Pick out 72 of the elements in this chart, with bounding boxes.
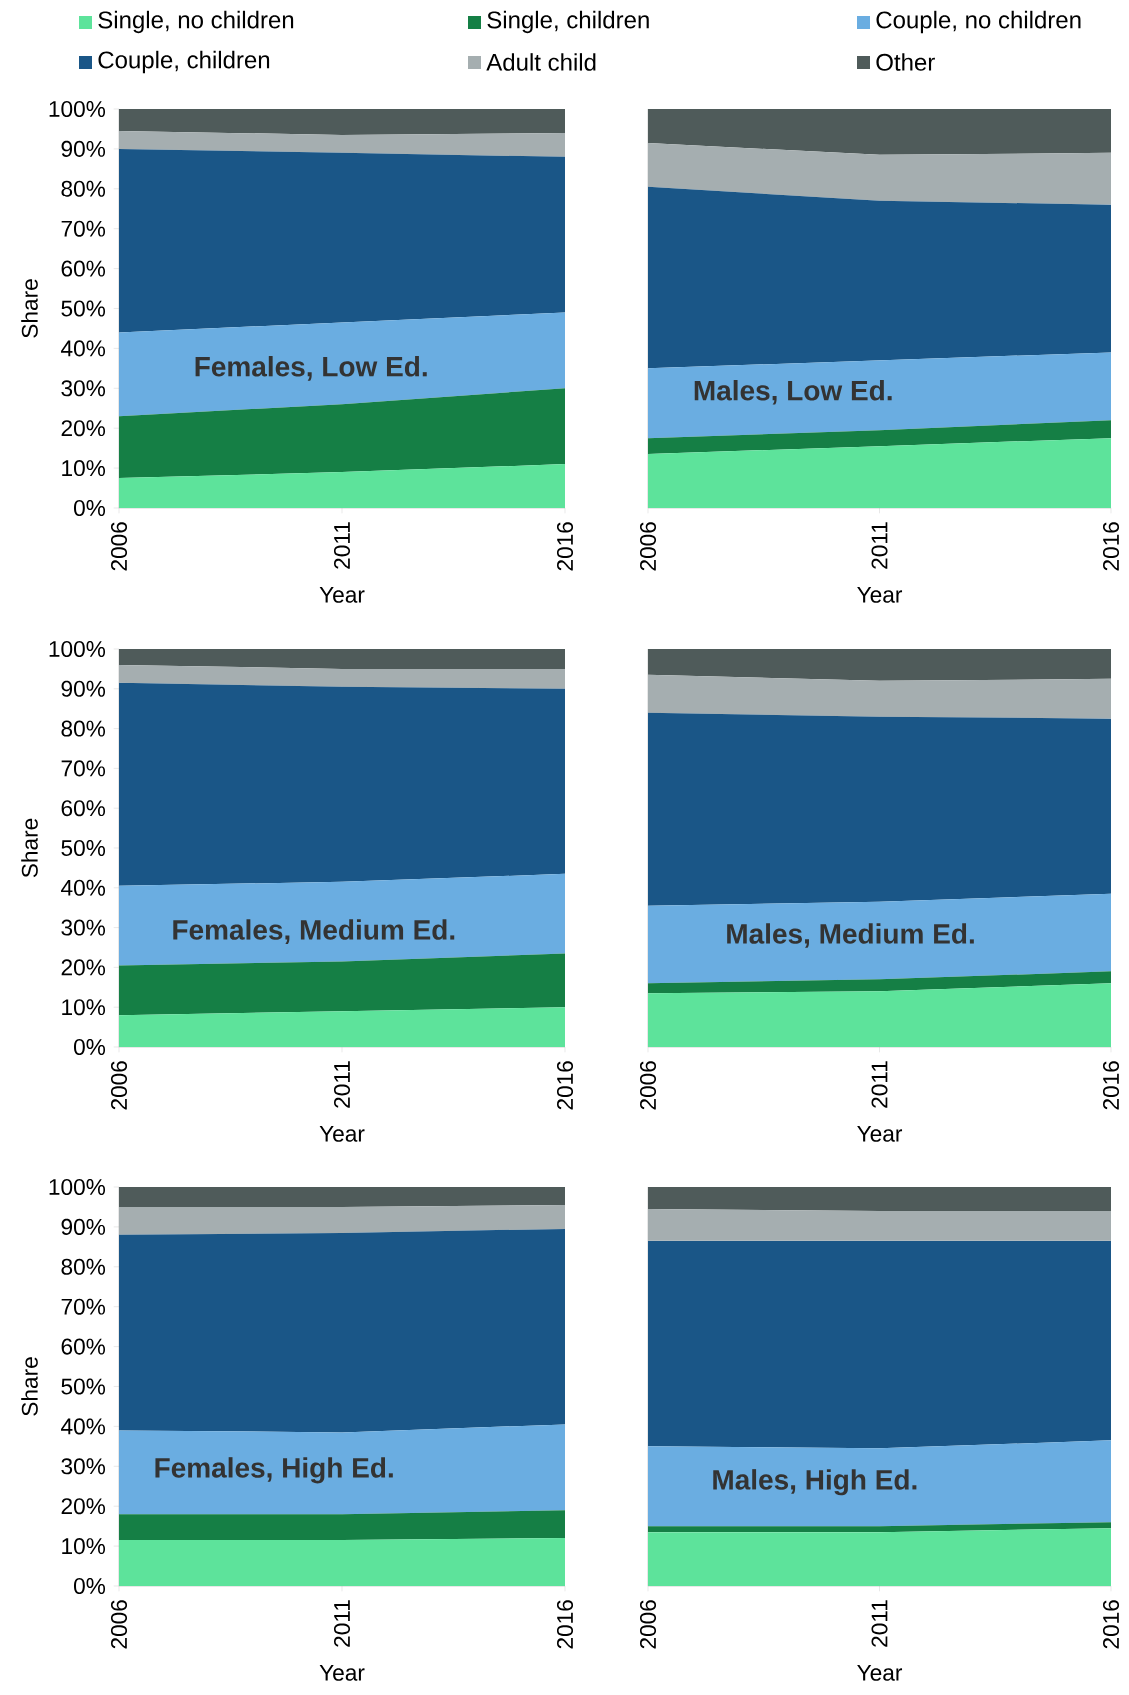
x-tick-label: 2006 [110, 1600, 128, 1649]
x-tick-label: 2011 [871, 1061, 888, 1108]
x-tick-label: 2011 [871, 522, 888, 569]
y-tick-label: 50% [61, 300, 106, 317]
x-tick-label: 2006 [639, 1600, 657, 1649]
x-axis-title: Year [857, 1664, 903, 1681]
x-tick-label: 2011 [871, 1600, 888, 1647]
y-tick-label: 80% [61, 720, 106, 737]
y-tick-label: 30% [61, 919, 106, 936]
y-tick-label: 30% [61, 1458, 106, 1475]
y-tick-label: 0% [73, 1577, 106, 1595]
legend-label: Single, no children [98, 10, 294, 34]
y-tick-label: 60% [61, 260, 106, 277]
legend-label: Single, children [487, 10, 649, 34]
annotation: Females, High Ed. [155, 1457, 393, 1484]
annotation: Females, Medium Ed. [173, 919, 455, 944]
y-axis-title: Share [21, 818, 38, 878]
y-tick-label: 20% [61, 1498, 106, 1515]
x-tick-label: 2016 [1102, 522, 1120, 571]
y-tick-label: 60% [61, 800, 106, 817]
x-axis-title: Year [857, 1125, 903, 1142]
x-tick-label: 2006 [110, 522, 128, 571]
annotation: Females, Low Ed. [195, 356, 427, 381]
y-tick-label: 20% [61, 959, 106, 976]
y-tick-label: 0% [73, 1038, 106, 1056]
x-tick-label: 2016 [556, 1061, 574, 1110]
y-tick-label: 40% [61, 879, 106, 896]
y-tick-label: 60% [61, 1338, 106, 1355]
x-tick-label: 2016 [1102, 1061, 1120, 1110]
annotation: Males, Low Ed. [694, 379, 892, 405]
y-tick-label: 0% [73, 499, 106, 517]
annotation: Males, High Ed. [713, 1469, 917, 1496]
x-axis-title: Year [319, 1664, 365, 1681]
y-tick-label: 90% [61, 1218, 106, 1235]
y-tick-label: 70% [61, 220, 106, 237]
y-tick-label: 100% [49, 1178, 106, 1196]
x-tick-label: 2016 [556, 1600, 574, 1649]
x-tick-label: 2011 [333, 1600, 351, 1647]
y-tick-label: 10% [62, 1538, 106, 1555]
y-tick-label: 50% [61, 839, 106, 857]
y-tick-label: 50% [61, 1378, 106, 1395]
y-tick-label: 30% [61, 380, 106, 397]
legend-label: Couple, children [98, 50, 270, 74]
y-tick-label: 70% [61, 760, 106, 777]
x-tick-label: 2016 [1102, 1600, 1120, 1649]
legend-label: Other [876, 53, 935, 71]
x-axis-title: Year [319, 586, 365, 603]
annotation: Males, Medium Ed. [727, 923, 974, 948]
y-tick-label: 100% [49, 640, 106, 658]
y-tick-label: 40% [61, 340, 106, 357]
y-tick-label: 100% [49, 100, 106, 118]
x-axis-title: Year [319, 1125, 365, 1142]
x-tick-label: 2011 [333, 522, 351, 569]
y-tick-label: 10% [62, 460, 106, 477]
x-tick-label: 2006 [110, 1061, 128, 1110]
x-tick-label: 2016 [556, 522, 574, 571]
y-tick-label: 70% [61, 1298, 106, 1315]
y-tick-label: 80% [61, 1258, 106, 1275]
x-tick-label: 2006 [639, 1061, 657, 1110]
y-tick-label: 40% [61, 1418, 106, 1435]
x-axis-title: Year [857, 586, 903, 603]
y-axis-title: Share [21, 1357, 38, 1416]
y-axis-title: Share [21, 279, 38, 338]
y-tick-label: 90% [61, 140, 106, 157]
y-tick-label: 20% [61, 420, 106, 437]
legend-label: Couple, no children [876, 10, 1081, 34]
y-tick-label: 90% [61, 680, 106, 697]
x-tick-label: 2006 [639, 522, 657, 571]
y-tick-label: 80% [61, 180, 106, 197]
y-tick-label: 10% [62, 999, 106, 1016]
legend-label: Adult child [486, 53, 596, 71]
x-tick-label: 2011 [333, 1061, 351, 1108]
